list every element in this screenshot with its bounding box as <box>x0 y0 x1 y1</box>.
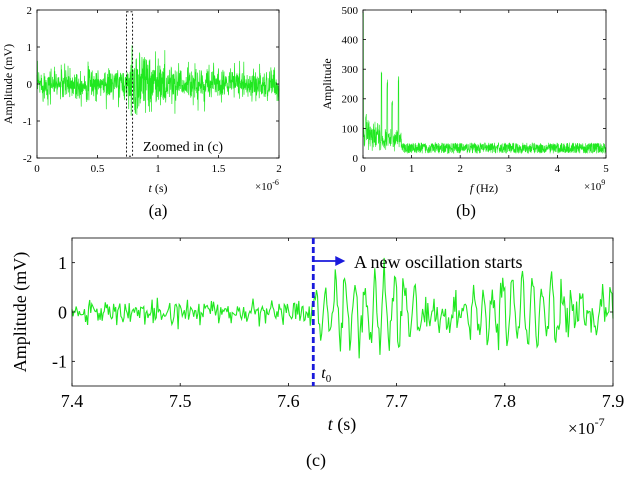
panel-b-xtick-label: 3 <box>506 163 512 175</box>
panel-c-annotation: A new oscillation starts <box>354 252 522 272</box>
panel-c: 7.4 7.5 7.6 7.7 7.8 7.9 -1 0 1 A new oscillation… <box>10 237 624 471</box>
panel-a-label: (a) <box>149 201 168 220</box>
panel-c-ylabel: Amplitude (mV) <box>10 252 31 372</box>
panel-a-xtick-label: 0.5 <box>91 163 105 175</box>
panel-b-xtick-label: 5 <box>603 163 609 175</box>
panel-a-plot <box>36 45 280 116</box>
panel-a-ytick-label: 2 <box>27 5 33 17</box>
panel-a-ylabel: Amplitude (mV) <box>1 44 15 124</box>
panel-a: 0 0.5 1 1.5 2 -2 -1 0 1 2 Zoomed in (c) Amplitude… <box>1 5 282 220</box>
panel-c-xtick-label: 7.6 <box>277 391 300 411</box>
panel-c-xtick-label: 7.4 <box>61 391 84 411</box>
panel-a-series-line <box>36 45 280 116</box>
panel-b-label: (b) <box>456 201 476 220</box>
panel-c-ticks: 7.4 7.5 7.6 7.7 7.8 7.9 -1 0 1 <box>52 238 624 411</box>
panel-b-axes-box <box>362 9 607 159</box>
panel-a-xtick-label: 2 <box>276 163 282 175</box>
panel-b-xtick-label: 1 <box>409 163 415 175</box>
panel-a-xtick-label: 1 <box>155 163 161 175</box>
panel-a-ticks: 0 0.5 1 1.5 2 -2 -1 0 1 2 <box>23 5 282 175</box>
panel-c-onset-label: t0 <box>321 365 331 385</box>
panel-c-ytick-label: 0 <box>58 302 67 322</box>
panel-c-xlabel: t (s) <box>328 414 357 435</box>
panel-c-series-line <box>71 257 614 359</box>
panel-a-annotation: Zoomed in (c) <box>143 140 223 155</box>
panel-c-ytick-label: 1 <box>58 253 67 273</box>
panel-b-ytick-label: 500 <box>342 5 359 17</box>
panel-a-x-multiplier: ×10-6 <box>255 178 279 193</box>
panel-a-xtick-label: 1.5 <box>212 163 226 175</box>
panel-a-ytick-label: 1 <box>27 42 33 54</box>
panel-b-xtick-label: 4 <box>555 163 561 175</box>
panel-c-arrowhead <box>335 256 346 266</box>
panel-c-xtick-label: 7.5 <box>169 391 192 411</box>
panel-c-xtick-label: 7.9 <box>602 391 625 411</box>
panel-c-plot <box>71 257 614 359</box>
panel-b-xtick-label: 2 <box>457 163 463 175</box>
panel-c-xtick-label: 7.8 <box>494 391 517 411</box>
panel-b-ytick-label: 0 <box>353 153 359 165</box>
panel-b-xtick-label: 0 <box>360 163 366 175</box>
panel-b-ytick-label: 400 <box>342 34 359 46</box>
panel-b-ylabel: Amplitude <box>320 58 334 109</box>
panel-b-ticks: 0 1 2 3 4 5 0 100 200 300 400 500 <box>342 5 610 175</box>
panel-b-ytick-label: 100 <box>342 123 359 135</box>
panel-c-ytick-label: -1 <box>52 352 67 372</box>
panel-b-ytick-label: 300 <box>342 64 359 76</box>
panel-b-ytick-label: 200 <box>342 94 359 106</box>
panel-a-zoom-box <box>126 11 134 157</box>
panel-b-plot <box>362 9 607 155</box>
panel-b-series-line <box>362 9 607 155</box>
panel-c-x-multiplier: ×10-7 <box>568 415 605 438</box>
panel-a-ytick-label: -1 <box>23 116 32 128</box>
panel-a-xtick-label: 0 <box>34 163 40 175</box>
panel-c-label: (c) <box>306 450 326 471</box>
panel-b-xlabel: f (Hz) <box>470 181 498 195</box>
panel-a-ytick-label: 0 <box>27 79 33 91</box>
panel-a-xlabel: t (s) <box>148 181 167 195</box>
panel-a-ytick-label: -2 <box>23 153 32 165</box>
panel-c-xtick-label: 7.7 <box>385 391 408 411</box>
panel-b-x-multiplier: ×109 <box>584 178 605 193</box>
